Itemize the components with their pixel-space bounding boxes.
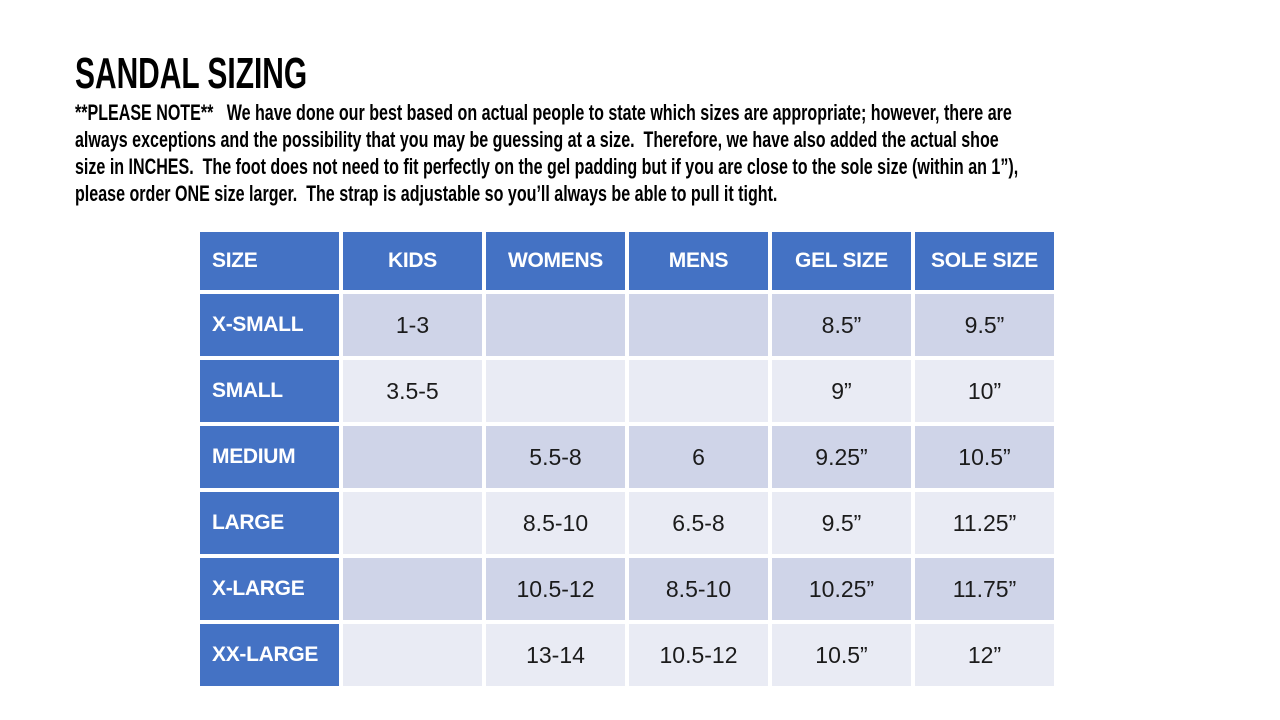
cell-sole: 10.5” (915, 426, 1054, 488)
note-line: always exceptions and the possibility th… (75, 127, 999, 152)
cell-womens: 10.5-12 (486, 558, 625, 620)
row-label: SMALL (200, 360, 339, 422)
header-cell-womens: WOMENS (486, 232, 625, 290)
cell-kids: 3.5-5 (343, 360, 482, 422)
cell-mens: 6.5-8 (629, 492, 768, 554)
cell-gel: 10.5” (772, 624, 911, 686)
cell-kids (343, 426, 482, 488)
cell-mens (629, 360, 768, 422)
cell-womens: 13-14 (486, 624, 625, 686)
cell-kids: 1-3 (343, 294, 482, 356)
row-label: X-LARGE (200, 558, 339, 620)
header-cell-size: SIZE (200, 232, 339, 290)
cell-kids (343, 558, 482, 620)
cell-mens (629, 294, 768, 356)
cell-mens: 8.5-10 (629, 558, 768, 620)
cell-sole: 12” (915, 624, 1054, 686)
cell-gel: 8.5” (772, 294, 911, 356)
cell-sole: 10” (915, 360, 1054, 422)
header-cell-sole-size: SOLE SIZE (915, 232, 1054, 290)
cell-gel: 9” (772, 360, 911, 422)
row-label: LARGE (200, 492, 339, 554)
note-line: please order ONE size larger. The strap … (75, 181, 778, 206)
header-cell-kids: KIDS (343, 232, 482, 290)
row-label: X-SMALL (200, 294, 339, 356)
cell-sole: 9.5” (915, 294, 1054, 356)
cell-mens: 6 (629, 426, 768, 488)
cell-sole: 11.75” (915, 558, 1054, 620)
page-title: SANDAL SIZING (75, 49, 308, 98)
cell-kids (343, 492, 482, 554)
note-line: **PLEASE NOTE** We have done our best ba… (75, 100, 1012, 125)
cell-kids (343, 624, 482, 686)
row-label: XX-LARGE (200, 624, 339, 686)
cell-womens (486, 360, 625, 422)
cell-sole: 11.25” (915, 492, 1054, 554)
note-line: size in INCHES. The foot does not need t… (75, 154, 1019, 179)
cell-mens: 10.5-12 (629, 624, 768, 686)
cell-womens (486, 294, 625, 356)
sizing-table: SIZE KIDS WOMENS MENS GEL SIZE SOLE SIZE… (200, 232, 1054, 686)
cell-gel: 9.5” (772, 492, 911, 554)
cell-womens: 5.5-8 (486, 426, 625, 488)
cell-gel: 10.25” (772, 558, 911, 620)
cell-womens: 8.5-10 (486, 492, 625, 554)
row-label: MEDIUM (200, 426, 339, 488)
cell-gel: 9.25” (772, 426, 911, 488)
sizing-note: **PLEASE NOTE** We have done our best ba… (75, 99, 1280, 207)
header-cell-gel-size: GEL SIZE (772, 232, 911, 290)
header-cell-mens: MENS (629, 232, 768, 290)
